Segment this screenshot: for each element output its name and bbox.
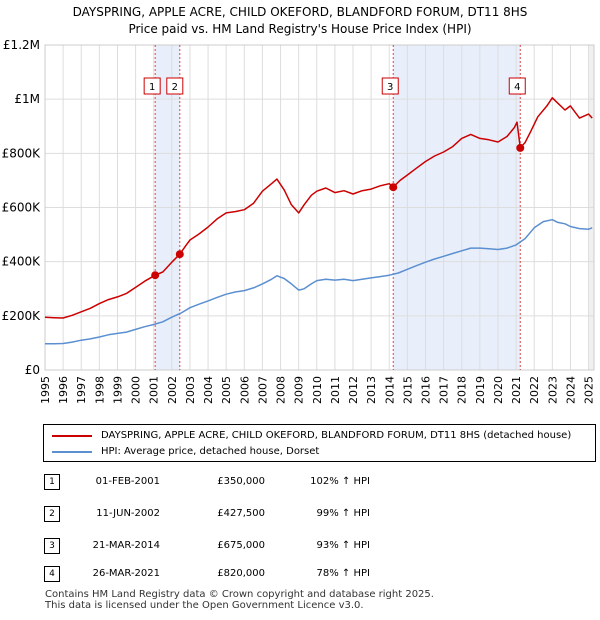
y-tick-label: £400K [2, 255, 42, 269]
y-axis-labels: £0 £200K £400K £600K £800K £1M £1.2M [2, 38, 42, 377]
y-tick-label: £200K [2, 309, 42, 323]
sale-date: 11-JUN-2002 [96, 508, 160, 519]
sale-hpi: 93% ↑ HPI [316, 540, 370, 551]
sale-price: £820,000 [217, 568, 265, 579]
sale-label-box [381, 77, 399, 95]
sale-row: 1 01-FEB-2001 £350,000 102% ↑ HPI [0, 474, 600, 490]
x-tick-label: 2002 [166, 376, 179, 404]
sale-label-text: 4 [514, 82, 520, 93]
x-tick-label: 2025 [583, 376, 596, 404]
grid-lines [44, 44, 595, 371]
sale-price: £427,500 [217, 508, 265, 519]
x-tick-label: 2016 [419, 376, 432, 404]
y-tick-label: £600K [2, 201, 42, 215]
x-tick-label: 1999 [111, 376, 124, 404]
x-tick-label: 2001 [148, 376, 161, 404]
sale-price: £350,000 [217, 476, 265, 487]
sale-number: 4 [44, 566, 60, 582]
sale-date: 01-FEB-2001 [95, 476, 160, 487]
sale-number: 3 [44, 538, 60, 554]
x-tick-label: 2009 [293, 376, 306, 404]
x-tick-label: 2020 [492, 376, 505, 404]
x-tick-label: 2021 [510, 376, 523, 404]
sale-point [175, 250, 184, 259]
plot-border [44, 44, 595, 371]
x-tick-label: 2023 [546, 376, 559, 404]
footer: Contains HM Land Registry data © Crown c… [45, 589, 434, 611]
chart-title: DAYSPRING, APPLE ACRE, CHILD OKEFORD, BL… [72, 5, 528, 19]
sale-date: 26-MAR-2021 [92, 568, 160, 579]
x-tick-label: 2015 [401, 376, 414, 404]
x-tick-label: 1998 [93, 376, 106, 404]
sale-price: £675,000 [217, 540, 265, 551]
y-tick-label: £0 [25, 363, 40, 377]
sale-label-text: 3 [387, 82, 393, 93]
x-tick-label: 1997 [75, 376, 88, 404]
sale-point [516, 143, 525, 152]
price-chart: 1 2 3 4 £0 £200K £400K £600K £800K £1M £1.2M 1995… [2, 38, 596, 404]
sale-points [151, 143, 525, 280]
sale-hpi: 78% ↑ HPI [316, 568, 370, 579]
sale-number: 1 [44, 474, 60, 490]
sale-point [389, 183, 398, 192]
x-tick-label: 2007 [256, 376, 269, 404]
sale-row: 2 11-JUN-2002 £427,500 99% ↑ HPI [0, 506, 600, 522]
y-tick-label: £800K [2, 146, 42, 160]
sale-label-text: 1 [149, 82, 155, 93]
x-tick-label: 2017 [438, 376, 451, 404]
sale-row: 4 26-MAR-2021 £820,000 78% ↑ HPI [0, 566, 600, 582]
x-tick-label: 2005 [220, 376, 233, 404]
x-tick-label: 1995 [39, 376, 52, 404]
sale-label-box [166, 77, 184, 95]
x-tick-label: 2019 [474, 376, 487, 404]
legend-swatch-property [52, 435, 92, 437]
y-tick-label: £1.2M [3, 38, 40, 52]
x-tick-label: 2006 [238, 376, 251, 404]
legend-label-property: DAYSPRING, APPLE ACRE, CHILD OKEFORD, BL… [101, 430, 572, 441]
legend-swatch-hpi [52, 451, 92, 453]
series-line-hpi [45, 218, 593, 345]
sale-number: 2 [44, 506, 60, 522]
legend: DAYSPRING, APPLE ACRE, CHILD OKEFORD, BL… [43, 424, 596, 462]
x-tick-label: 2012 [347, 376, 360, 404]
sale-label-box [143, 77, 161, 95]
sale-label-text: 2 [172, 82, 178, 93]
x-tick-label: 2022 [528, 376, 541, 404]
x-tick-label: 2010 [311, 376, 324, 404]
x-axis-labels: 1995 1996 1997 1998 1999 2000 2001 2002 2003 2004… [39, 376, 596, 404]
x-tick-label: 2003 [184, 376, 197, 404]
x-tick-label: 2011 [329, 376, 342, 404]
x-tick-label: 2024 [564, 376, 577, 404]
sale-date: 21-MAR-2014 [92, 540, 160, 551]
x-tick-label: 2014 [383, 376, 396, 404]
sale-hpi: 99% ↑ HPI [316, 508, 370, 519]
y-tick-label: £1M [14, 92, 40, 106]
chart-title-block: DAYSPRING, APPLE ACRE, CHILD OKEFORD, BL… [0, 4, 600, 38]
x-tick-label: 2018 [456, 376, 469, 404]
x-tick-label: 1996 [57, 376, 70, 404]
footer-copyright: Contains HM Land Registry data © Crown c… [45, 589, 434, 600]
x-tick-label: 2004 [202, 376, 215, 404]
sale-labels: 1 2 3 4 [143, 77, 526, 95]
x-tick-label: 2008 [275, 376, 288, 404]
sale-hpi: 102% ↑ HPI [310, 476, 370, 487]
x-tick-label: 2013 [365, 376, 378, 404]
series-lines [44, 97, 593, 345]
x-tick-label: 2000 [130, 376, 143, 404]
sale-row: 3 21-MAR-2014 £675,000 93% ↑ HPI [0, 538, 600, 554]
legend-label-hpi: HPI: Average price, detached house, Dors… [101, 446, 320, 457]
footer-licence: This data is licensed under the Open Gov… [45, 600, 364, 611]
chart-subtitle: Price paid vs. HM Land Registry's House … [128, 22, 472, 36]
sale-point [151, 271, 160, 280]
sale-label-box [508, 77, 526, 95]
series-line-property [44, 97, 593, 319]
